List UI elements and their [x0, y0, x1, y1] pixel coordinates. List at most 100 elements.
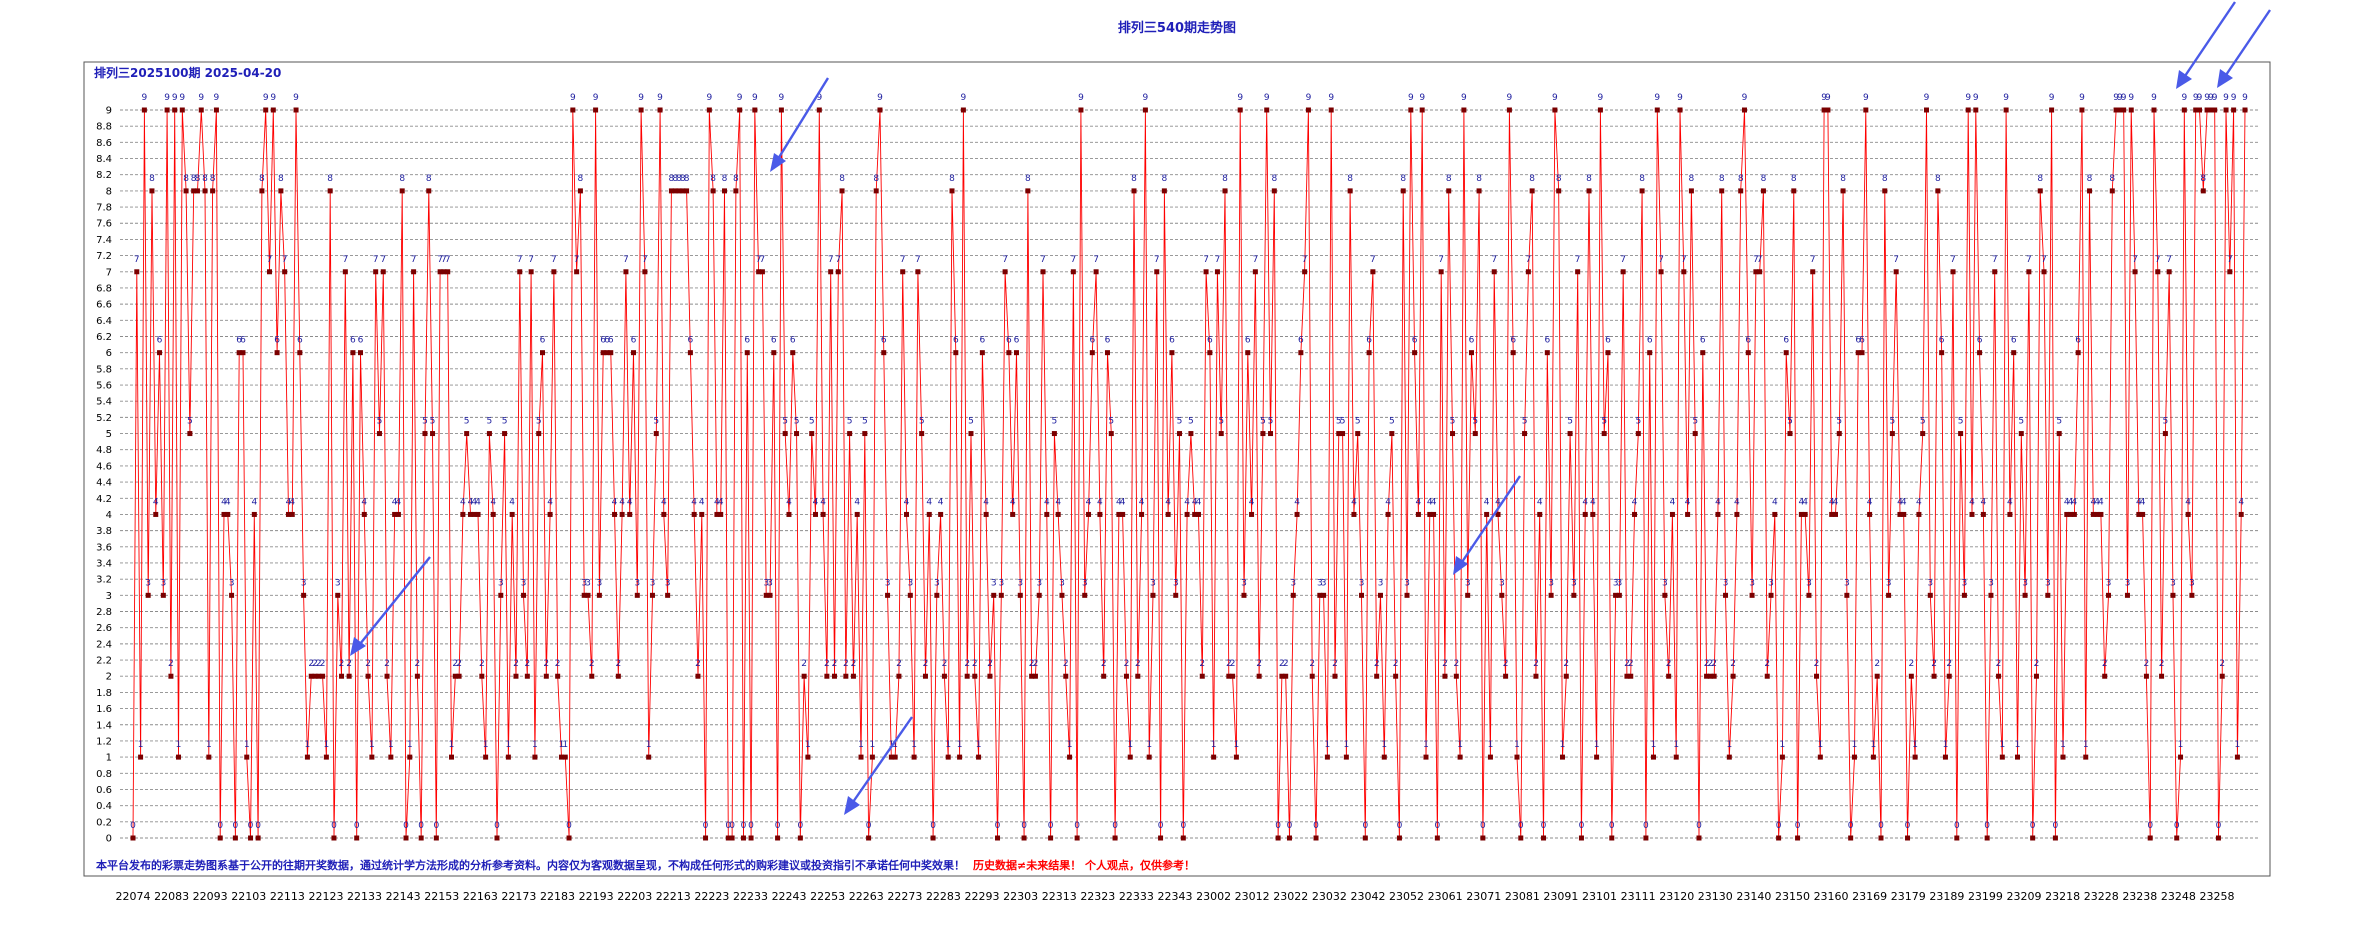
- data-point: [547, 511, 553, 517]
- data-label: 3: [1768, 578, 1774, 588]
- data-label: 0: [1021, 821, 1027, 831]
- data-point: [615, 673, 621, 679]
- data-label: 2: [384, 659, 390, 669]
- data-label: 3: [1571, 578, 1577, 588]
- data-point: [1245, 350, 1251, 356]
- data-label: 6: [1105, 336, 1111, 346]
- data-label: 0: [1048, 821, 1054, 831]
- data-point: [1601, 431, 1607, 437]
- data-point: [1279, 673, 1285, 679]
- data-label: 8: [1400, 174, 1406, 184]
- data-label: 2: [1332, 659, 1338, 669]
- data-point: [869, 754, 875, 760]
- data-point: [1954, 835, 1960, 841]
- data-point: [2045, 592, 2051, 598]
- data-point: [1700, 350, 1706, 356]
- data-label: 1: [559, 740, 565, 750]
- data-point: [1832, 511, 1838, 517]
- x-tick-label: 23022: [1273, 890, 1308, 903]
- data-label: 7: [835, 255, 841, 265]
- data-label: 2: [2159, 659, 2165, 669]
- data-point: [1821, 107, 1827, 113]
- data-point: [945, 754, 951, 760]
- data-label: 7: [1491, 255, 1497, 265]
- data-label: 6: [790, 336, 796, 346]
- data-point: [1340, 431, 1346, 437]
- data-label: 7: [528, 255, 534, 265]
- data-label: 2: [1279, 659, 1285, 669]
- data-point: [1419, 107, 1425, 113]
- data-label: 3: [1241, 578, 1247, 588]
- data-point: [289, 511, 295, 517]
- data-point: [149, 188, 155, 194]
- data-label: 2: [615, 659, 621, 669]
- series-polyline: [132, 109, 2246, 839]
- data-point: [877, 107, 883, 113]
- y-tick-label: 3: [106, 591, 112, 602]
- data-point: [885, 592, 891, 598]
- data-label: 7: [1753, 255, 1759, 265]
- data-point: [1059, 592, 1065, 598]
- data-label: 0: [1776, 821, 1782, 831]
- data-label: 5: [1567, 417, 1573, 427]
- data-point: [1772, 511, 1778, 517]
- data-label: 7: [1203, 255, 1209, 265]
- data-label: 9: [2079, 93, 2085, 103]
- data-label: 1: [1594, 740, 1600, 750]
- data-point: [816, 107, 822, 113]
- data-point: [1097, 511, 1103, 517]
- data-label: 2: [555, 659, 561, 669]
- data-point: [1647, 350, 1653, 356]
- data-label: 0: [433, 821, 439, 831]
- data-point: [160, 592, 166, 598]
- data-point: [2196, 107, 2202, 113]
- data-point: [342, 269, 348, 275]
- data-point: [907, 592, 913, 598]
- data-label: 2: [896, 659, 902, 669]
- data-point: [1324, 754, 1330, 760]
- data-point: [1541, 835, 1547, 841]
- data-point: [1010, 511, 1016, 517]
- data-label: 7: [1658, 255, 1664, 265]
- data-label: 3: [1749, 578, 1755, 588]
- data-point: [1347, 188, 1353, 194]
- data-point: [2227, 269, 2233, 275]
- data-label: 6: [953, 336, 959, 346]
- data-label: 3: [229, 578, 235, 588]
- data-label: 4: [1165, 497, 1171, 507]
- data-point: [972, 673, 978, 679]
- data-point: [1415, 511, 1421, 517]
- data-point: [1476, 188, 1482, 194]
- data-label: 8: [2037, 174, 2043, 184]
- data-point: [1950, 269, 1956, 275]
- data-point: [714, 511, 720, 517]
- data-label: 8: [1476, 174, 1482, 184]
- data-label: 3: [1317, 578, 1323, 588]
- data-point: [1423, 754, 1429, 760]
- data-point: [2041, 269, 2047, 275]
- data-label: 0: [729, 821, 735, 831]
- x-tick-label: 23179: [1891, 890, 1926, 903]
- data-label: 4: [153, 497, 159, 507]
- data-label: 4: [1097, 497, 1103, 507]
- data-label: 8: [1161, 174, 1167, 184]
- y-tick-label: 8.6: [96, 138, 112, 149]
- data-point: [1923, 107, 1929, 113]
- data-point: [1294, 511, 1300, 517]
- data-point: [1002, 269, 1008, 275]
- data-point: [1977, 350, 1983, 356]
- data-point: [2189, 592, 2195, 598]
- data-point: [369, 754, 375, 760]
- data-point: [2098, 511, 2104, 517]
- data-label: 3: [2045, 578, 2051, 588]
- data-point: [1522, 431, 1528, 437]
- data-label: 3: [1962, 578, 1968, 588]
- data-point: [1533, 673, 1539, 679]
- data-point: [2011, 350, 2017, 356]
- data-label: 3: [934, 578, 940, 588]
- x-tick-label: 23120: [1659, 890, 1694, 903]
- data-label: 5: [1450, 417, 1456, 427]
- data-point: [2151, 107, 2157, 113]
- data-label: 8: [1935, 174, 1941, 184]
- data-point: [1578, 835, 1584, 841]
